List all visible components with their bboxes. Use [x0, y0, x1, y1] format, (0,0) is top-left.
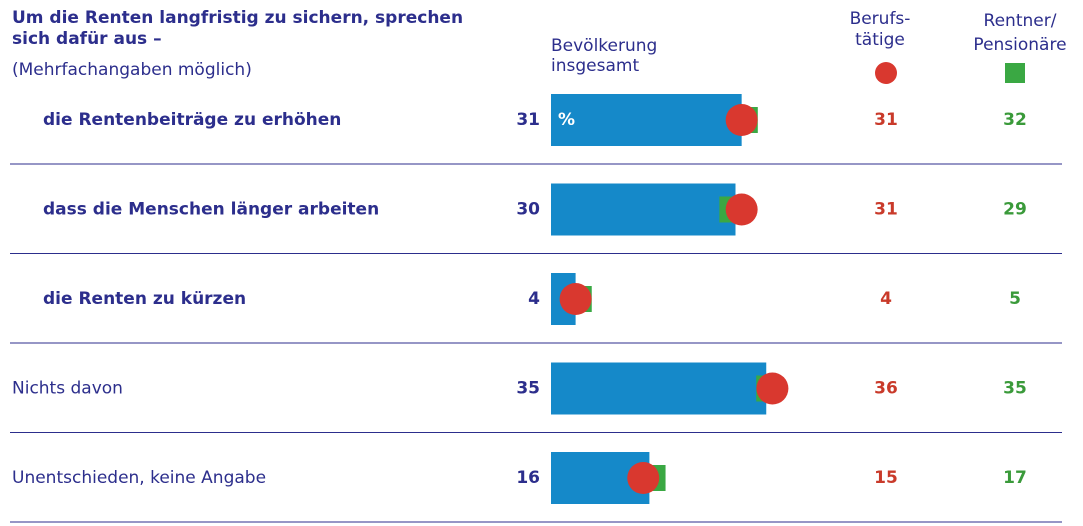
value-label: 32: [1003, 110, 1027, 130]
value-label: 29: [1003, 200, 1027, 220]
bar: [551, 183, 736, 236]
circle-marker: [756, 372, 789, 405]
chart-subtitle: (Mehrfachangaben möglich): [12, 60, 252, 80]
value-label: 30: [516, 200, 540, 220]
category-label: die Rentenbeiträge zu erhöhen: [43, 110, 341, 130]
legend-circle: [875, 62, 897, 84]
chart-title: Um die Renten langfristig zu sichern, sp…: [12, 8, 464, 49]
value-label: 36: [874, 379, 898, 399]
value-label: 15: [874, 468, 898, 488]
value-label: 4: [528, 289, 540, 309]
value-label: 5: [1009, 289, 1021, 309]
circle-marker: [559, 283, 592, 315]
circle-marker: [725, 193, 758, 226]
category-label: Nichts davon: [12, 379, 123, 399]
legend-label: Rentner/ Pensionäre: [973, 11, 1067, 55]
legend-label: Bevölkerung insgesamt: [551, 36, 658, 76]
value-label: 17: [1003, 468, 1027, 488]
legend-square: [1005, 63, 1025, 83]
category-label: die Renten zu kürzen: [43, 289, 246, 309]
value-label: 31: [874, 200, 898, 220]
value-label: 31: [516, 110, 540, 130]
bar: [551, 94, 742, 146]
value-label: 35: [1003, 379, 1027, 399]
category-label: dass die Menschen länger arbeiten: [43, 200, 379, 220]
circle-marker: [627, 462, 660, 494]
bar: [551, 362, 767, 415]
unit-label: %: [558, 110, 575, 130]
legend-label: Berufs- tätige: [849, 9, 911, 50]
value-label: 31: [874, 110, 898, 130]
value-label: 4: [880, 289, 892, 309]
category-label: Unentschieden, keine Angabe: [12, 468, 266, 488]
circle-marker: [725, 104, 758, 136]
value-label: 35: [516, 379, 540, 399]
value-label: 16: [516, 468, 540, 488]
